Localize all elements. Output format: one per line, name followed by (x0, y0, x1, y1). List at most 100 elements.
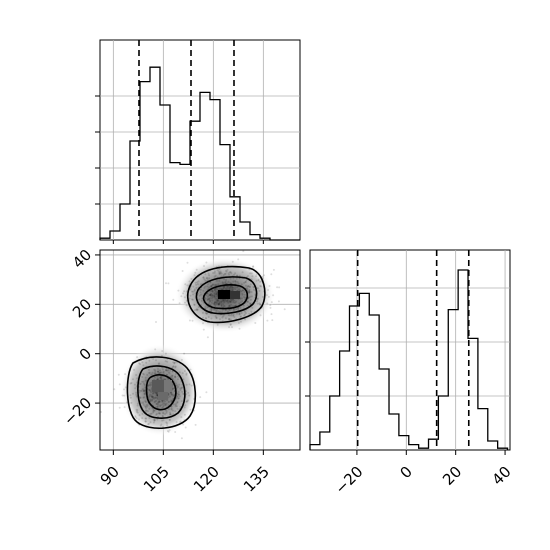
sample-point (158, 401, 161, 403)
sample-point (216, 269, 219, 272)
sample-point (206, 299, 209, 302)
sample-point (208, 286, 211, 289)
sample-point (211, 290, 214, 293)
sample-point (240, 315, 242, 318)
sample-point (166, 424, 169, 427)
sample-point (198, 294, 201, 297)
sample-point (154, 348, 157, 351)
sample-point (144, 400, 147, 403)
sample-point (272, 268, 275, 271)
sample-point (123, 394, 126, 397)
sample-point (142, 373, 145, 376)
sample-point (232, 277, 235, 280)
sample-point (235, 300, 237, 303)
sample-point (220, 300, 223, 303)
sample-point (151, 371, 154, 374)
sample-point (171, 374, 174, 377)
sample-point (174, 405, 177, 408)
sample-point (154, 396, 157, 399)
sample-point (159, 376, 162, 379)
sample-point (229, 301, 232, 304)
sample-point (228, 285, 231, 288)
sample-point (143, 392, 146, 395)
sample-point (178, 383, 181, 386)
sample-point (224, 287, 227, 290)
sample-point (177, 375, 179, 378)
y-marginal-xticks: −20 0 20 40 (331, 450, 515, 498)
sample-point (213, 302, 216, 305)
sample-point (235, 304, 238, 307)
sample-point (205, 317, 208, 320)
sample-point (200, 299, 203, 302)
sample-point (161, 375, 164, 378)
sample-point (212, 283, 215, 286)
sample-point (138, 391, 141, 394)
sample-point (151, 395, 154, 398)
sample-point (153, 372, 156, 375)
sample-point (154, 372, 157, 375)
sample-point (188, 394, 191, 397)
sample-point (159, 412, 161, 415)
sample-point (180, 437, 183, 440)
sample-point (158, 404, 161, 407)
sample-point (113, 388, 116, 391)
sample-point (232, 313, 235, 316)
sample-point (237, 288, 240, 291)
sample-point (215, 300, 218, 303)
sample-point (237, 307, 240, 310)
sample-point (155, 403, 158, 405)
sample-point (196, 309, 199, 312)
sample-point (214, 303, 217, 306)
sample-point (213, 271, 216, 274)
sample-point (169, 369, 172, 372)
sample-point (230, 298, 233, 301)
sample-point (184, 426, 187, 429)
sample-point (149, 384, 152, 387)
sample-point (188, 383, 191, 386)
sample-point (159, 424, 162, 427)
sample-point (204, 312, 207, 314)
x-marginal-grid (100, 40, 300, 240)
sample-point (176, 386, 179, 389)
sample-point (190, 277, 193, 280)
cluster-a-core (152, 380, 172, 400)
sample-point (157, 401, 160, 404)
sample-point (202, 276, 205, 279)
sample-point (258, 289, 261, 292)
sample-point (149, 421, 152, 424)
sample-point (136, 411, 139, 414)
sample-point (216, 295, 219, 298)
sample-point (244, 281, 247, 283)
sample-point (134, 415, 137, 418)
sample-point (249, 285, 251, 288)
cluster-a-core-cell (164, 380, 172, 392)
sample-point (177, 397, 180, 400)
sample-point (184, 283, 187, 286)
sample-point (176, 401, 179, 403)
sample-point (165, 402, 168, 405)
sample-point (162, 419, 165, 422)
sample-point (206, 285, 209, 288)
sample-point (223, 273, 226, 275)
sample-point (248, 302, 251, 305)
sample-point (178, 393, 180, 396)
sample-point (203, 265, 205, 267)
sample-point (154, 396, 157, 399)
sample-point (247, 296, 250, 299)
sample-point (142, 401, 144, 404)
sample-point (147, 384, 150, 387)
sample-point (220, 272, 223, 275)
y-tick-label: 20 (69, 295, 95, 321)
sample-point (219, 270, 222, 273)
sample-point (189, 294, 192, 297)
sample-point (165, 369, 168, 372)
sample-point (235, 277, 238, 280)
sample-point (233, 316, 236, 318)
sample-point (144, 417, 147, 420)
cluster-b-contour-middle (195, 276, 258, 315)
sample-point (236, 286, 239, 288)
sample-point (176, 361, 178, 364)
sample-point (153, 409, 156, 412)
sample-point (218, 268, 221, 271)
sample-point (229, 286, 232, 289)
